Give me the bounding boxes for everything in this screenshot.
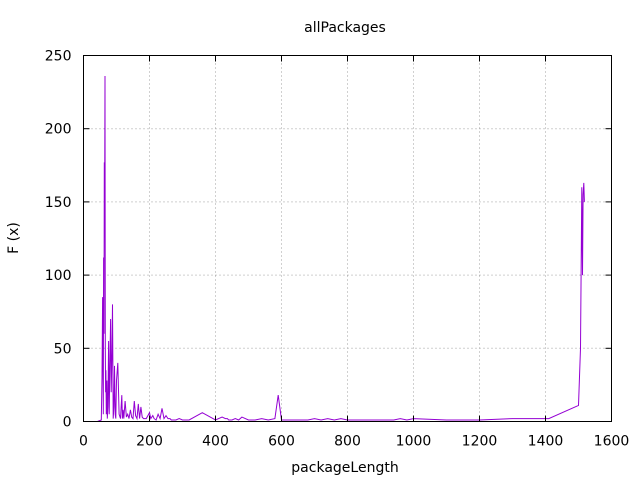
x-tick-label: 800: [334, 434, 361, 450]
x-tick-label: 1000: [396, 434, 432, 450]
y-tick-label: 100: [45, 268, 72, 284]
x-tick-label: 1200: [462, 434, 498, 450]
x-tick-label: 200: [136, 434, 163, 450]
x-tick-label: 1400: [528, 434, 564, 450]
x-tick-label: 1600: [594, 434, 630, 450]
y-tick-label: 150: [45, 195, 72, 211]
y-tick-label: 200: [45, 122, 72, 138]
x-tick-label: 0: [79, 434, 88, 450]
y-axis-label: F (x): [6, 222, 22, 254]
grid: [83, 55, 612, 422]
ticks: 0 200 400 600 800 1000 1200 1400 1600 0 50 100 150 20…: [45, 49, 630, 450]
x-axis-label: packageLength: [291, 460, 398, 476]
series-layer: [97, 75, 585, 422]
y-tick-label: 0: [63, 415, 72, 431]
series-line: [97, 75, 585, 422]
y-tick-label: 50: [54, 341, 72, 357]
plot-frame: [83, 55, 612, 422]
x-tick-label: 400: [202, 434, 229, 450]
x-tick-label: 600: [268, 434, 295, 450]
chart-title: allPackages: [304, 20, 386, 36]
y-tick-label: 250: [45, 49, 72, 65]
